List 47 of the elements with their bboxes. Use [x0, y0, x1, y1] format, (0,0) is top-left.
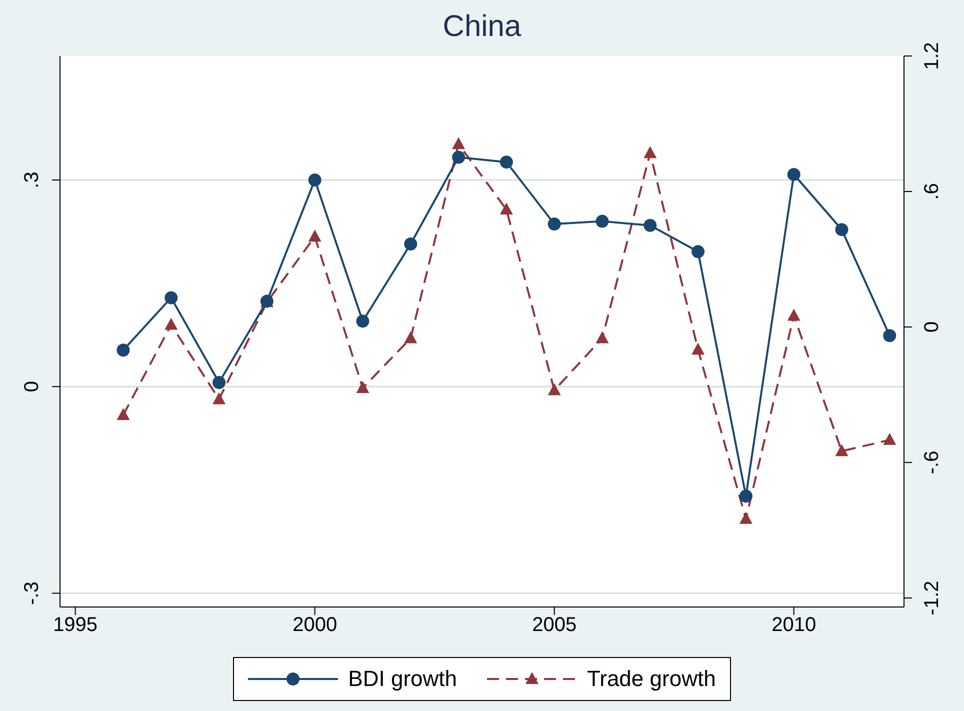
point [596, 214, 609, 228]
point [596, 331, 609, 344]
point [644, 146, 657, 158]
y-tick-label: .3 [21, 172, 43, 188]
point [404, 238, 418, 251]
point [308, 173, 322, 186]
y2-tick-label: -.6 [921, 450, 943, 474]
point [308, 230, 322, 242]
x-tick-label: 1995 [53, 614, 98, 636]
point [739, 490, 752, 503]
y-tick-label: 0 [21, 381, 43, 392]
y2-tick-label: .6 [921, 183, 943, 200]
point [548, 218, 561, 231]
point [835, 444, 848, 456]
point [164, 318, 178, 330]
point [692, 245, 705, 258]
point [500, 202, 513, 215]
point [883, 432, 896, 445]
point [452, 150, 466, 164]
x-tick-label: 2005 [532, 614, 577, 636]
point [116, 408, 130, 420]
x-tick-label: 2010 [772, 614, 816, 636]
point [548, 383, 561, 396]
point [644, 218, 657, 232]
point [356, 380, 370, 393]
y2-tick-label: 0 [921, 321, 943, 333]
point [404, 331, 418, 344]
point [116, 344, 130, 357]
point [787, 168, 800, 181]
y2-tick-label: 1.2 [921, 42, 943, 70]
point [164, 291, 178, 304]
point [356, 314, 370, 328]
point [739, 512, 752, 524]
point [452, 137, 466, 150]
point [500, 156, 513, 169]
point [883, 329, 896, 342]
x-tick-label: 2000 [292, 614, 338, 636]
point [212, 392, 226, 404]
legend-label: Trade growth [587, 666, 716, 692]
point [787, 308, 800, 321]
point [692, 342, 705, 355]
legend-label: BDI growth [348, 666, 457, 692]
y2-tick-label: -1.2 [921, 580, 943, 616]
y-tick-label: -.3 [21, 582, 43, 605]
point [212, 376, 226, 389]
chart-title: China [442, 10, 522, 44]
point [835, 223, 848, 236]
